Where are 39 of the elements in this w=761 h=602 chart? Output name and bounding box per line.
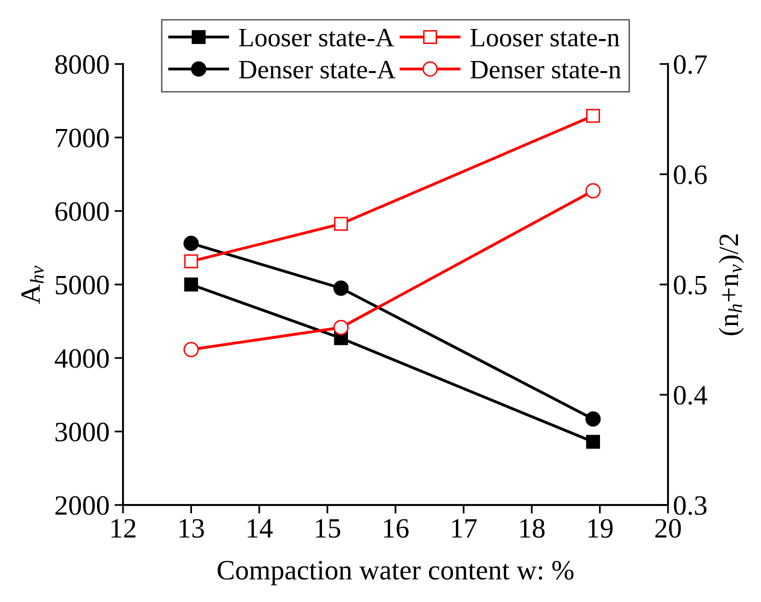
point	[586, 434, 600, 449]
y-axis-title: A$_{hv}$	[21, 266, 44, 304]
x-tick-label: 13	[180, 519, 204, 538]
legend-label: Denser state-A	[239, 60, 396, 79]
y2-axis-title: (n$_{h}$+n$_{v}$)/2	[718, 234, 744, 336]
point	[183, 236, 199, 251]
y2-tick-label: 0.7	[674, 55, 707, 74]
point	[184, 278, 198, 292]
point	[184, 254, 198, 268]
point	[183, 342, 199, 358]
x-tick-label: 17	[452, 519, 477, 538]
x-tick-label: 18	[520, 518, 545, 538]
y-tick-label: 4000	[54, 349, 109, 368]
legend-label: Denser state-n	[470, 60, 621, 79]
x-tick-label: 16	[384, 519, 409, 538]
point	[333, 280, 349, 296]
x-tick-label: 14	[248, 519, 273, 538]
x-tick-label: 19	[588, 519, 613, 538]
y2-tick-label: 0.5	[674, 276, 706, 295]
x-tick-label: 12	[112, 519, 136, 538]
y-tick-label: 5000	[56, 276, 109, 294]
x-axis-title: Compaction water content w: %	[218, 560, 574, 586]
point	[334, 216, 348, 231]
y-tick-label: 6000	[55, 202, 109, 221]
x-tick-label: 15	[316, 519, 340, 538]
y-tick-label: 8000	[55, 55, 109, 74]
x-tick-label: 20	[655, 518, 681, 538]
y-tick-label: 2000	[55, 496, 109, 515]
y-tick-label: 3000	[56, 422, 109, 442]
y2-tick-label: 0.3	[674, 496, 706, 516]
point	[585, 411, 601, 427]
point	[586, 108, 600, 123]
y2-tick-label: 0.4	[674, 386, 708, 405]
y-tick-label: 7000	[56, 128, 109, 148]
legend-label: Looser state-A	[239, 28, 394, 47]
legend-label: Looser state-n	[470, 28, 620, 47]
y2-tick-label: 0.6	[674, 165, 707, 184]
point	[585, 183, 601, 198]
point	[333, 320, 349, 336]
